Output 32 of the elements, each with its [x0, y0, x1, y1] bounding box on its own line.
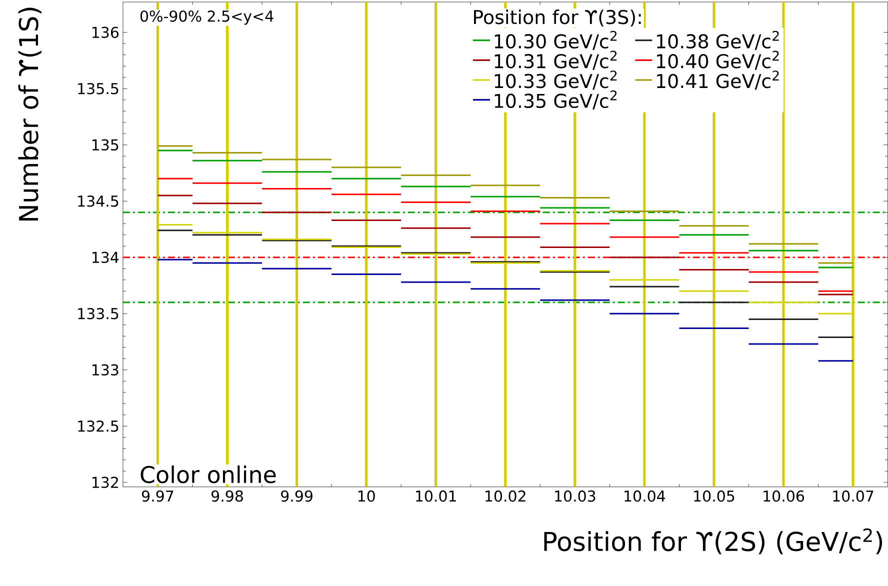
- y-tick-label: 132.5: [78, 420, 118, 432]
- x-tick-label: 10.03: [555, 490, 596, 502]
- y-tick-label: 132: [92, 476, 118, 488]
- annotation: 0%-90% 2.5<y<4: [140, 10, 274, 25]
- legend-label: 10.31 GeV/c$^{2}$: [494, 50, 617, 70]
- legend-label: 10.40 GeV/c$^{2}$: [657, 50, 779, 70]
- legend-label: 10.38 GeV/c$^{2}$: [657, 30, 779, 50]
- annotation: Color online: [140, 466, 276, 484]
- y-axis-title: Number of ϒ(1S): [18, 8, 42, 221]
- legend-title: Position for ϒ(3S):: [474, 10, 641, 27]
- x-tick-label: 10.05: [694, 490, 734, 502]
- y-tick-label: 134: [92, 252, 119, 264]
- x-tick-label: 10: [358, 490, 375, 502]
- x-tick-label: 9.97: [142, 490, 174, 502]
- x-tick-label: 10.02: [486, 490, 526, 502]
- x-tick-label: 9.99: [281, 490, 312, 502]
- y-tick-label: 136: [92, 26, 118, 38]
- x-tick-label: 10.04: [624, 490, 666, 502]
- legend-label: 10.41 GeV/c$^{2}$: [657, 70, 779, 90]
- legend-label: 10.30 GeV/c$^{2}$: [494, 30, 617, 50]
- y-tick-label: 133: [92, 364, 118, 376]
- y-tick-label: 135.5: [78, 83, 118, 94]
- legend-label: 10.33 GeV/c$^{2}$: [494, 70, 617, 90]
- y-tick-label: 133.5: [78, 308, 118, 320]
- x-tick-label: 9.98: [212, 490, 243, 502]
- x-axis-title: Position for ϒ(2S) (GeV/c$^{2}$): [544, 528, 882, 554]
- x-tick-label: 10.07: [833, 490, 874, 502]
- y-tick-label: 134.5: [78, 196, 118, 207]
- legend-label: 10.35 GeV/c$^{2}$: [494, 90, 617, 110]
- x-tick-label: 10.01: [416, 490, 456, 502]
- y-tick-label: 135: [92, 139, 118, 151]
- x-tick-label: 10.06: [764, 490, 804, 502]
